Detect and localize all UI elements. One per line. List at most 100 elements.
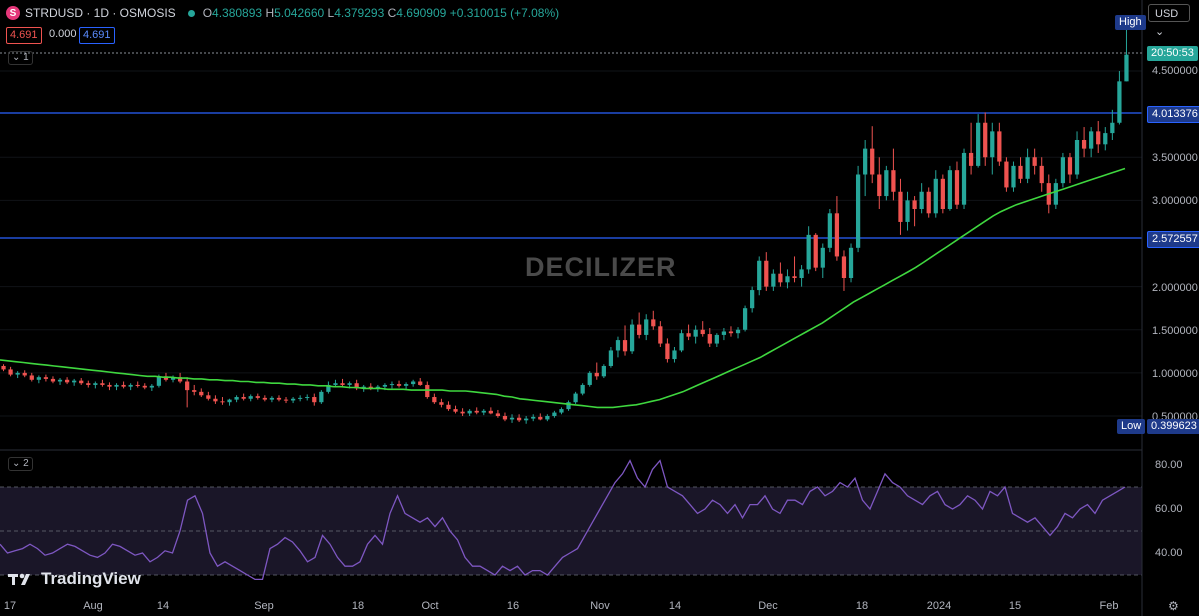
- candle-body: [333, 383, 338, 385]
- candle-body: [149, 385, 154, 388]
- spread-value: 0.000: [49, 28, 77, 40]
- currency-selector[interactable]: USD ⌄: [1148, 4, 1190, 38]
- candle-body: [884, 170, 889, 197]
- candle-body: [509, 417, 515, 420]
- low-label: Low: [1117, 419, 1146, 434]
- sell-price-box[interactable]: 4.691: [6, 27, 42, 44]
- candle-body: [206, 395, 211, 399]
- candle-body: [1089, 131, 1094, 149]
- candle-body: [820, 247, 825, 268]
- candle-body: [1074, 140, 1080, 175]
- candle-body: [806, 234, 811, 270]
- symbol-title[interactable]: STRDUSD · 1D · OSMOSIS: [25, 6, 176, 20]
- candle-body: [707, 334, 712, 344]
- candle-body: [580, 384, 585, 394]
- candle-body: [199, 391, 204, 396]
- candle-body: [227, 399, 232, 403]
- candle-body: [1018, 165, 1023, 179]
- candle-body: [396, 384, 402, 386]
- candle-body: [721, 331, 727, 335]
- candle-body: [283, 399, 289, 401]
- candle-body: [467, 410, 472, 414]
- price-tick: 1.500000: [1152, 325, 1198, 337]
- candle-body: [185, 381, 190, 391]
- candle-body: [764, 260, 769, 287]
- tradingview-logo[interactable]: TradingView: [8, 569, 141, 589]
- candle-body: [954, 170, 960, 205]
- candle-body: [481, 410, 486, 413]
- time-tick: 14: [156, 600, 170, 612]
- market-status-icon[interactable]: [187, 9, 195, 17]
- candle-body: [319, 391, 324, 403]
- candle-body: [757, 260, 762, 291]
- candle-body: [432, 397, 437, 403]
- price-tick: 4.500000: [1152, 65, 1198, 77]
- candle-body: [926, 191, 931, 214]
- candle-body: [488, 410, 493, 414]
- candle-body: [262, 397, 267, 400]
- ohlc-values: O4.380893 H5.042660 L4.379293 C4.690909 …: [202, 6, 560, 20]
- candle-body: [1096, 131, 1101, 145]
- candle-body: [799, 269, 804, 278]
- upper-line-tag[interactable]: 4.013376: [1147, 106, 1199, 123]
- candle-body: [538, 416, 543, 420]
- time-tick: Oct: [421, 600, 439, 612]
- candle-body: [1025, 157, 1030, 179]
- high-label: High: [1115, 15, 1146, 30]
- candle-body: [870, 148, 875, 175]
- candle-body: [495, 413, 501, 416]
- candle-body: [601, 365, 606, 377]
- candle-body: [615, 340, 621, 351]
- price-tick: 1.000000: [1152, 368, 1198, 380]
- candle-body: [248, 396, 253, 399]
- candle-body: [919, 191, 924, 209]
- candle-body: [891, 170, 896, 192]
- candle-body: [629, 324, 635, 352]
- candle-body: [93, 383, 98, 385]
- price-tick: 2.000000: [1152, 282, 1198, 294]
- candle-body: [340, 383, 345, 385]
- candle-body: [305, 397, 310, 399]
- candle-body: [976, 122, 981, 166]
- candle-body: [375, 386, 380, 389]
- candle-body: [389, 384, 395, 386]
- pane-2-label[interactable]: ⌄ 2: [8, 457, 33, 471]
- countdown-tag: 20:50:53: [1147, 46, 1198, 61]
- candle-body: [665, 343, 670, 360]
- candle-body: [968, 152, 974, 166]
- candle-body: [531, 416, 536, 419]
- candle-body: [347, 383, 352, 385]
- candle-body: [79, 380, 84, 384]
- candle-body: [100, 383, 105, 385]
- candle-body: [742, 308, 748, 330]
- candle-body: [50, 378, 56, 382]
- time-tick: 17: [3, 600, 17, 612]
- pane-1-label[interactable]: ⌄ 1: [8, 51, 33, 65]
- buy-price-box[interactable]: 4.691: [79, 27, 115, 44]
- candle-body: [877, 174, 882, 197]
- candle-body: [785, 276, 790, 283]
- symbol-icon[interactable]: S: [6, 6, 20, 20]
- rsi-tick: 80.00: [1155, 459, 1183, 471]
- candle-body: [1060, 157, 1066, 184]
- lower-line-tag[interactable]: 2.572557: [1147, 231, 1199, 248]
- candle-body: [156, 376, 162, 386]
- candle-body: [1124, 54, 1129, 82]
- settings-icon[interactable]: ⚙: [1168, 599, 1179, 613]
- candle-body: [651, 319, 656, 327]
- candle-body: [679, 333, 684, 351]
- candle-body: [700, 329, 705, 335]
- candle-body: [827, 213, 832, 248]
- candle-body: [269, 397, 275, 400]
- candle-body: [1110, 122, 1115, 134]
- candle-body: [354, 383, 359, 389]
- candle-body: [241, 397, 246, 399]
- candle-body: [933, 178, 938, 214]
- rsi-line: [0, 459, 1126, 581]
- candle-body: [792, 276, 797, 278]
- candle-body: [72, 380, 77, 383]
- candle-body: [425, 384, 430, 398]
- candle-body: [107, 384, 112, 387]
- candle-body: [36, 377, 41, 380]
